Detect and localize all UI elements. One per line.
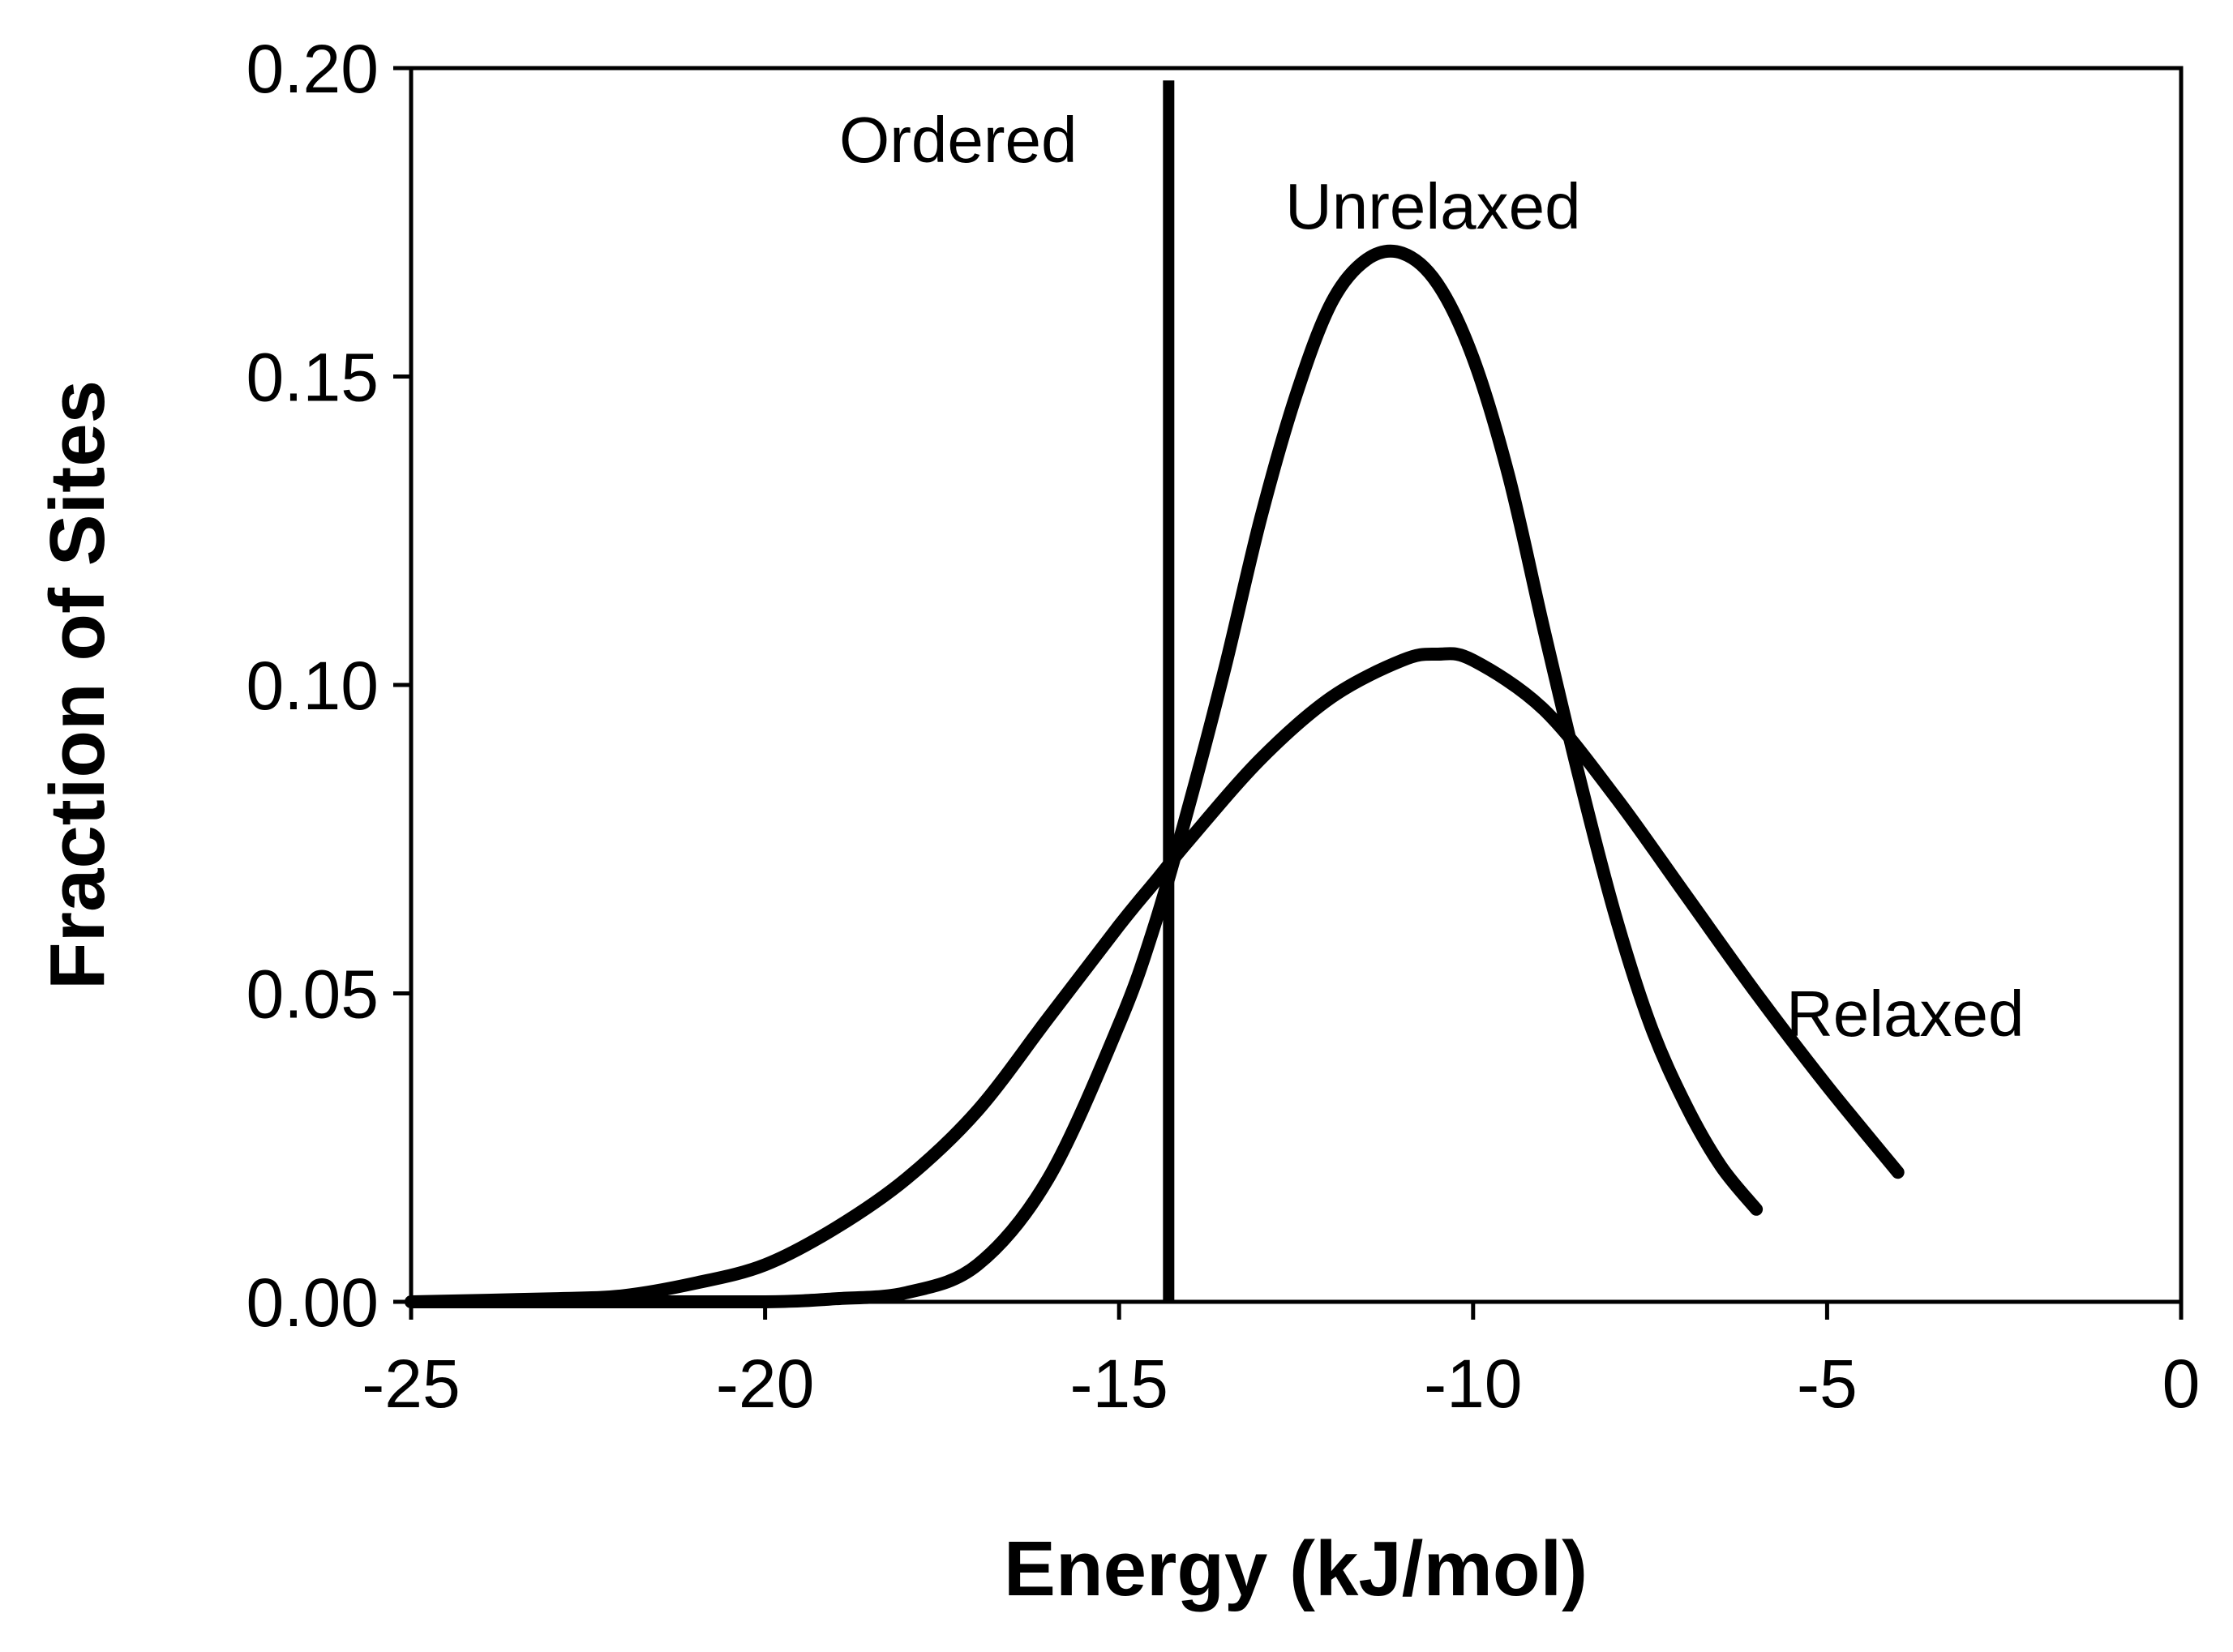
y-axis-ticks: 0.00 0.05 0.10 0.15 0.20 [246,31,411,1341]
x-tick-label: -5 [1797,1346,1858,1422]
x-tick-label: -25 [362,1346,460,1422]
x-tick-label: 0 [2162,1346,2201,1422]
annotation-relaxed: Relaxed [1786,978,2025,1050]
y-axis-title: Fraction of Sites [34,380,121,990]
series-layer [405,80,1905,1309]
plot-frame [409,66,2184,1304]
annotation-unrelaxed: Unrelaxed [1285,170,1581,242]
series-line-relaxed [405,647,1905,1308]
series-line-unrelaxed [405,244,1764,1309]
x-axis-title: Energy (kJ/mol) [1004,1526,1588,1612]
y-tick-label: 0.10 [246,648,379,724]
annotation-ordered: Ordered [839,104,1077,176]
x-tick-label: -10 [1424,1346,1522,1422]
x-axis-ticks: -25 -20 -15 -10 -5 0 [362,1302,2200,1422]
y-tick-label: 0.15 [246,340,379,416]
y-tick-label: 0.05 [246,957,379,1033]
y-tick-label: 0.00 [246,1265,379,1341]
x-tick-label: -15 [1069,1346,1168,1422]
x-tick-label: -20 [716,1346,814,1422]
y-tick-label: 0.20 [246,31,379,107]
